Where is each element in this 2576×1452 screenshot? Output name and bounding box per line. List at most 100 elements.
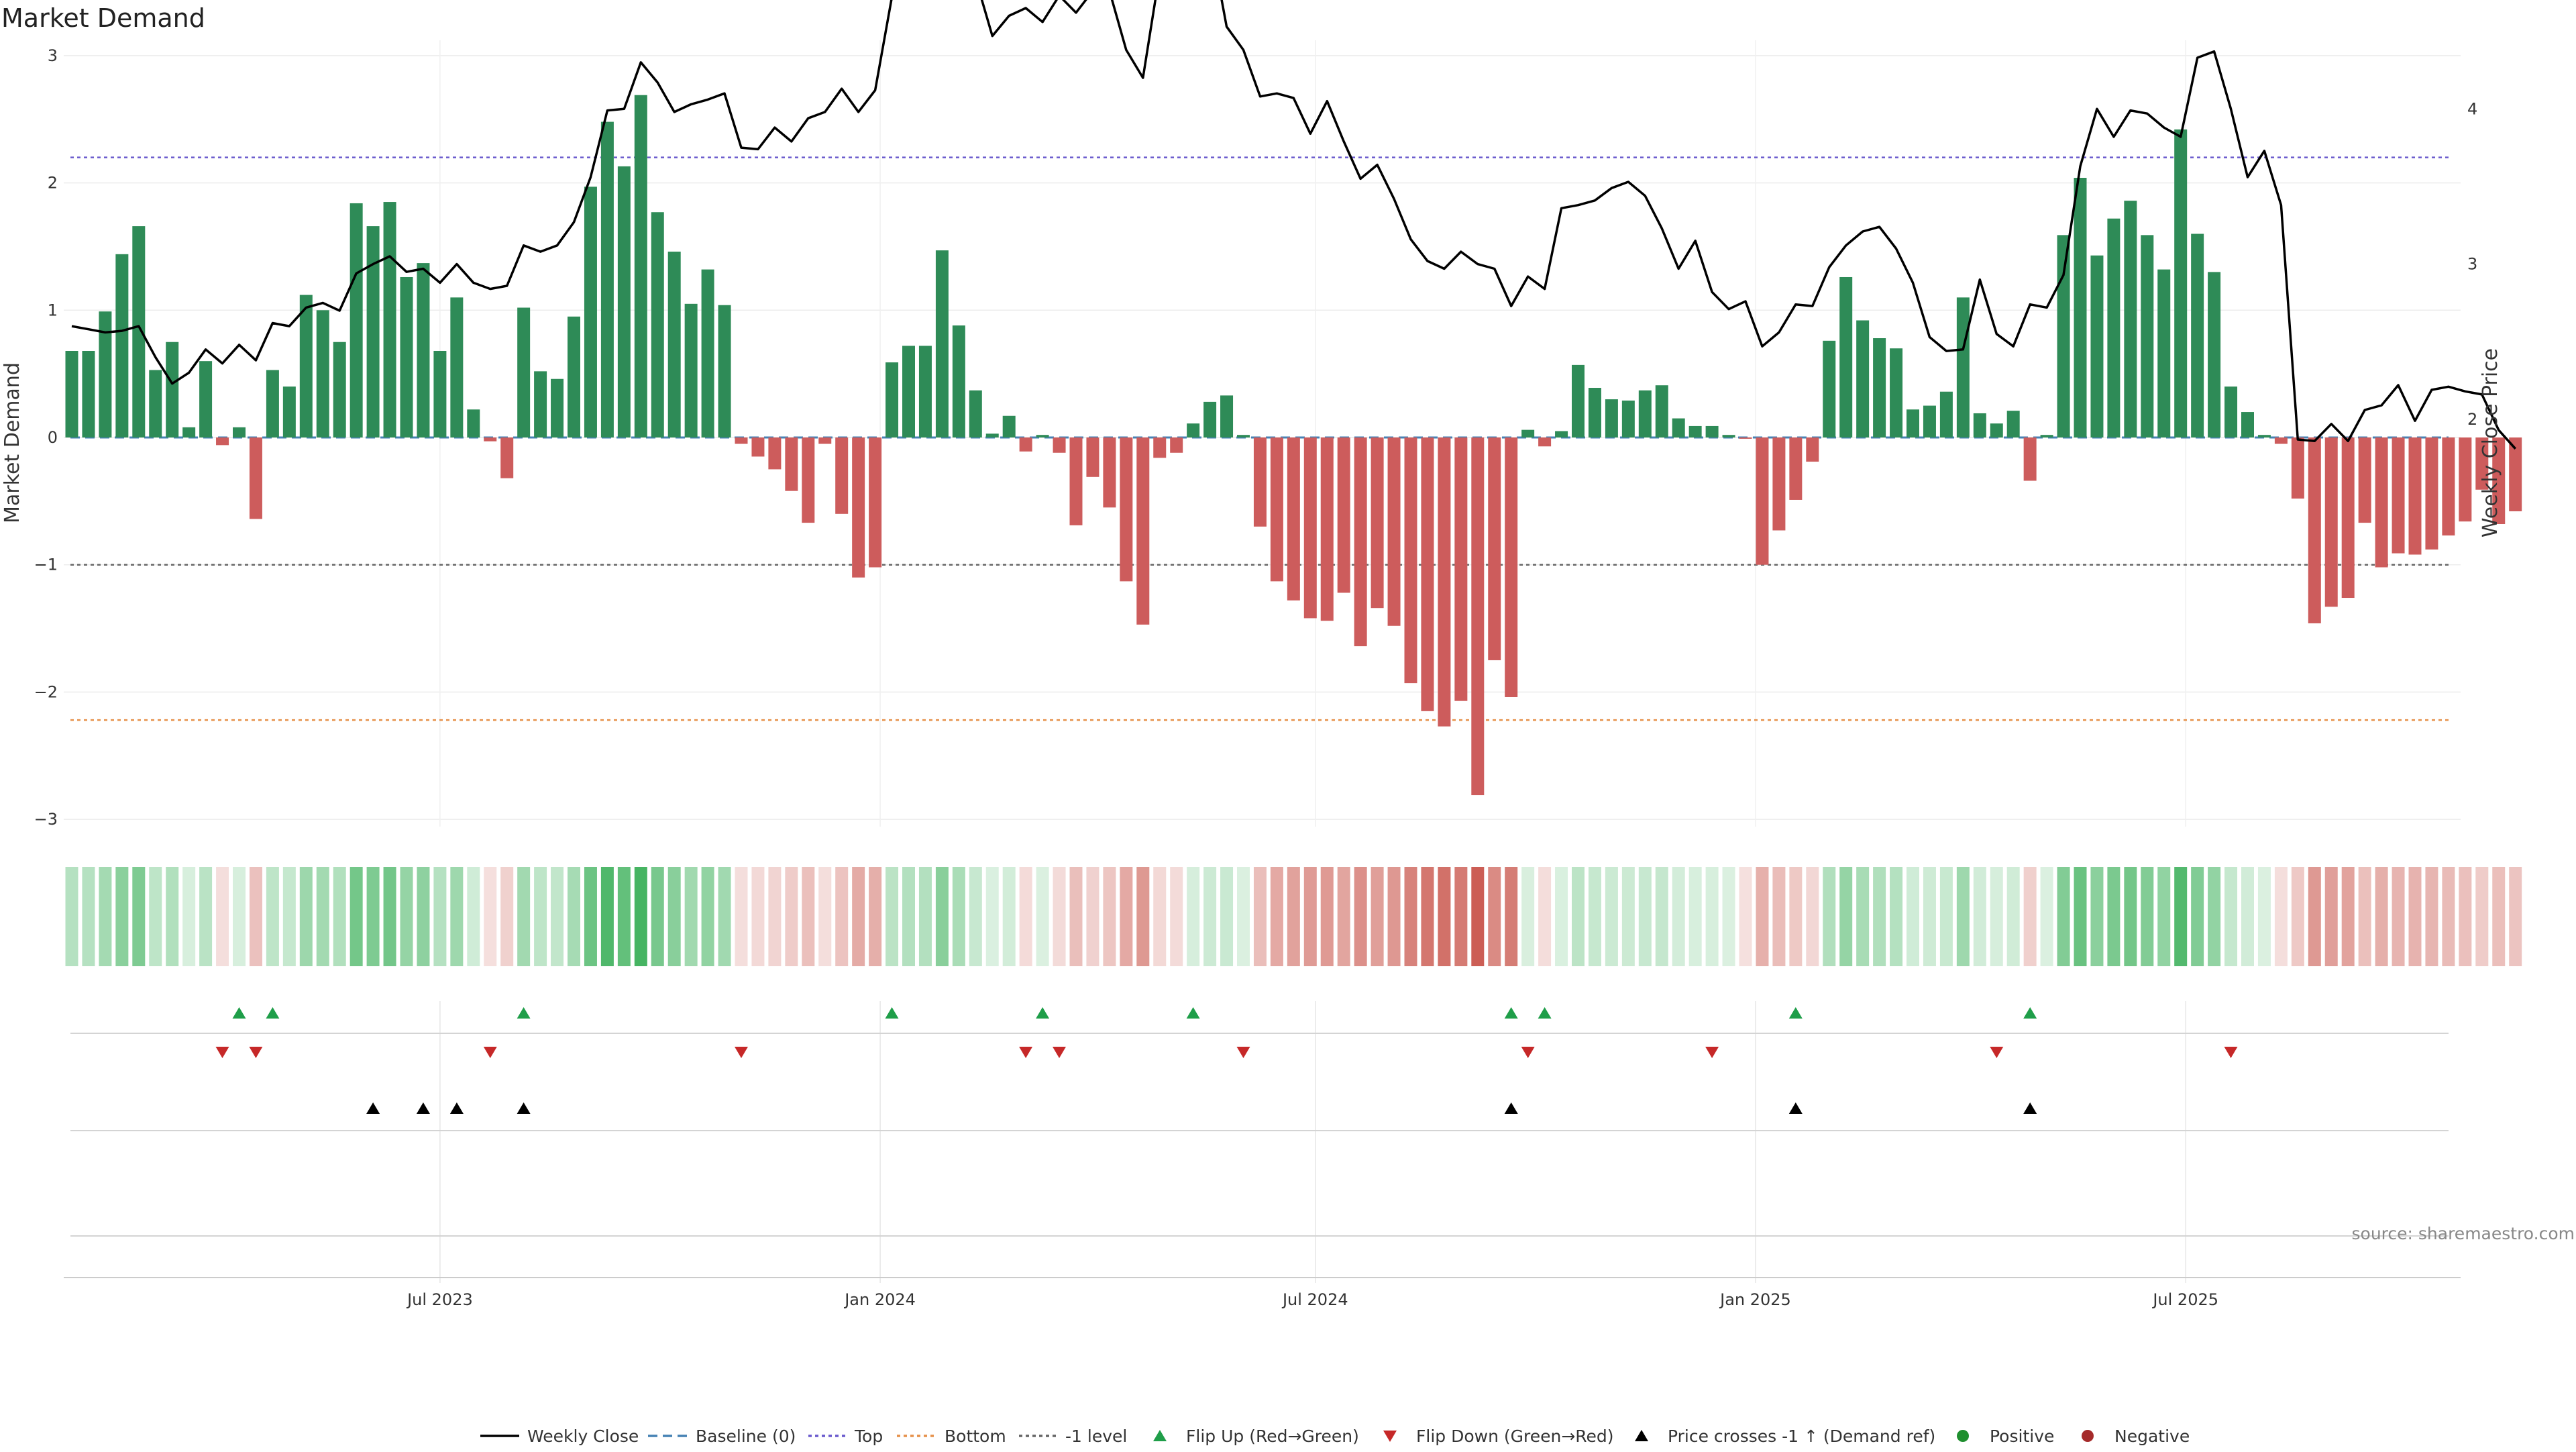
heat-cell [1956,867,1970,966]
heat-cell [1873,867,1886,966]
heat-cell [182,867,196,966]
demand-bar [667,252,681,437]
demand-bar [1605,399,1618,437]
demand-bar [400,276,413,437]
demand-bar [869,437,882,568]
demand-bar [299,295,313,437]
demand-bar [885,362,899,437]
legend-entry: Flip Up (Red→Green) [1186,1427,1359,1446]
legend-swatch [2082,1430,2094,1442]
heat-cell [2341,867,2355,966]
demand-bar [1672,418,1685,437]
demand-bar [2425,437,2438,550]
legend: Weekly Close Baseline (0) Top Bottom -1 leve… [480,1427,2190,1446]
demand-bar [2375,437,2388,568]
heat-cell [417,867,430,966]
signal-panels [64,1007,2461,1278]
heat-cell [333,867,346,966]
heat-cell [1053,867,1066,966]
heat-cell [132,867,146,966]
demand-bar [2107,218,2121,437]
flip-down-marker [249,1047,263,1058]
heat-cell [1973,867,1986,966]
demand-bar [2459,437,2472,522]
grid-lines [64,40,2461,1283]
demand-bar [199,361,213,437]
heat-cell [1220,867,1234,966]
demand-bar [417,263,430,437]
heat-cell [985,867,999,966]
demand-bar [2324,437,2338,607]
demand-bar [2341,437,2355,599]
heat-cell [400,867,413,966]
legend-entry: Top [854,1427,883,1446]
heat-cell [935,867,949,966]
heat-cell [149,867,162,966]
demand-bar [1337,437,1350,593]
demand-bar [852,437,865,578]
demand-bar [249,437,262,519]
heat-cell [1990,867,2003,966]
demand-bar [1722,435,1735,437]
demand-bar [1488,437,1501,660]
demand-bar [2157,269,2171,437]
heat-cell [1890,867,1903,966]
heat-cell [1638,867,1652,966]
heat-cell [634,867,647,966]
demand-bar [1806,437,1819,462]
heat-cell [1923,867,1936,966]
demand-bar [1655,385,1668,437]
heat-cell [1756,867,1769,966]
flip-down-marker [1019,1047,1033,1058]
heat-cell [316,867,329,966]
x-tick-label: Jul 2023 [406,1290,473,1309]
demand-bar [1136,437,1150,625]
y-tick-label: 2 [48,174,58,193]
heat-cell [1688,867,1702,966]
heat-cell [2442,867,2455,966]
heat-cell [2475,867,2489,966]
heat-cell [1438,867,1451,966]
flip-down-marker [2224,1047,2238,1058]
heat-cell [450,867,464,966]
heat-cell [2141,867,2154,966]
heat-cell [818,867,832,966]
demand-bar [1421,437,1434,711]
heat-cell [199,867,213,966]
chart-title: Market Demand [1,3,205,33]
heat-cell [1772,867,1786,966]
heat-cell [2090,867,2104,966]
y-tick-label: 1 [48,301,58,319]
flip-up-marker [232,1007,246,1019]
demand-bar [2141,235,2154,437]
legend-entry: Flip Down (Green→Red) [1416,1427,1614,1446]
demand-bar [1053,437,1066,453]
demand-bar [902,346,915,437]
heat-cell [2006,867,2020,966]
heat-cell [600,867,614,966]
heat-cell [282,867,296,966]
heat-cell [2040,867,2053,966]
demand-bar [383,202,396,437]
demand-bar [2475,437,2489,490]
demand-bar [1354,437,1367,647]
demand-bar [634,95,647,437]
heat-cell [350,867,363,966]
demand-bar [1990,423,2003,437]
demand-bar [1253,437,1267,527]
demand-bar [735,437,748,444]
heat-cell [2157,867,2171,966]
price-cross-marker [517,1102,531,1114]
heat-cell [1856,867,1870,966]
demand-bar [1873,338,1886,437]
demand-bar [952,325,965,437]
source-note: source: sharemaestro.com [2352,1224,2575,1243]
heat-cell [1404,867,1417,966]
heat-cell [484,867,497,966]
heat-cell [2358,867,2371,966]
heat-cell [517,867,531,966]
demand-bar [2208,272,2221,437]
heat-cell [1387,867,1401,966]
demand-bar [1002,415,1016,437]
